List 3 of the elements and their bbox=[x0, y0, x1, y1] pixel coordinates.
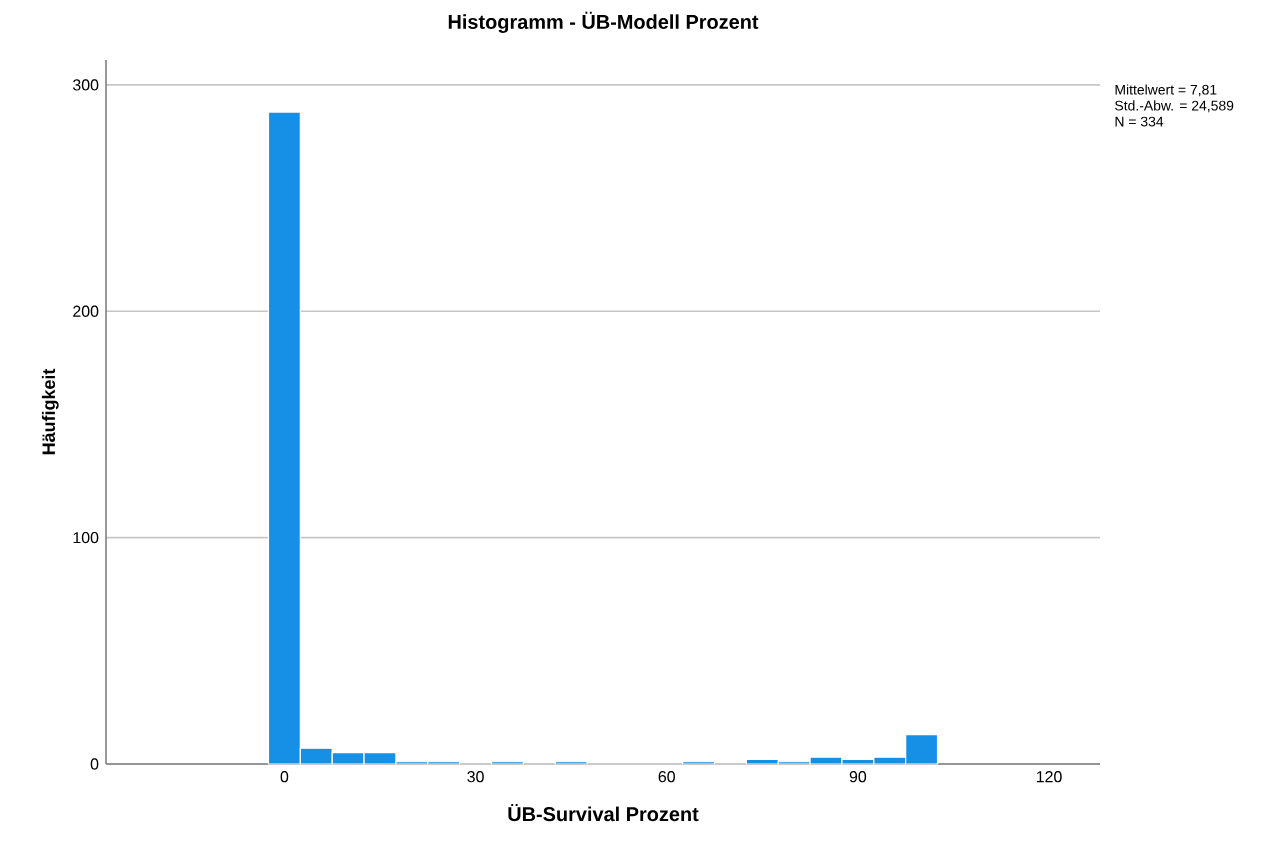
x-axis-title: ÜB-Survival Prozent bbox=[508, 803, 699, 822]
chart-title: Histogramm - ÜB-Modell Prozent bbox=[448, 11, 759, 33]
y-axis-title: Häufigkeit bbox=[41, 368, 59, 455]
